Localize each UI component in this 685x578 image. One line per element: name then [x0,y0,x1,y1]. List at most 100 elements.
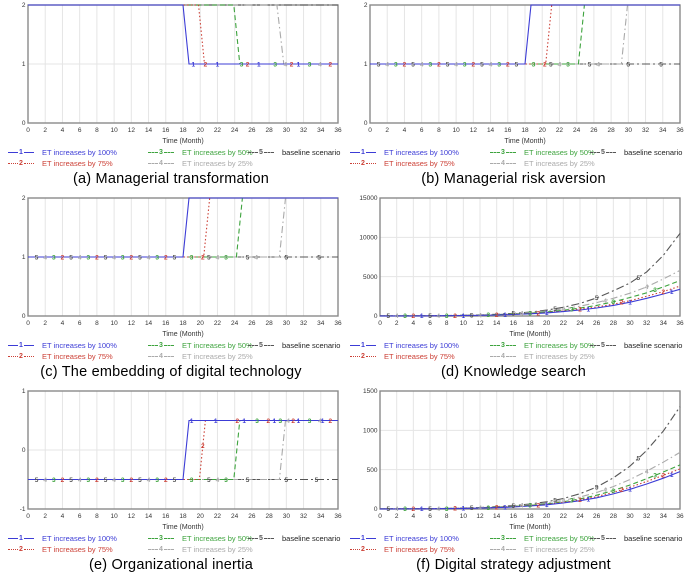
legend-item-2: 2 ET increases by 75% [8,544,117,555]
svg-text:3: 3 [428,61,432,68]
legend-label: baseline scenario [282,148,341,157]
legend-label: ET increases by 100% [384,534,459,543]
legend-label: ET increases by 100% [42,534,117,543]
svg-text:3: 3 [121,477,125,484]
svg-text:2: 2 [395,320,399,327]
legend-column: 5 baseline scenario [590,340,682,351]
legend-label: ET increases by 25% [524,352,595,361]
svg-text:1: 1 [587,306,591,313]
svg-text:1: 1 [22,254,26,261]
svg-text:4: 4 [78,477,82,484]
legend-label: ET increases by 100% [42,341,117,350]
svg-text:1: 1 [192,61,196,68]
legend-item-2: 2 ET increases by 75% [8,351,117,362]
svg-text:10: 10 [452,127,460,134]
svg-text:32: 32 [643,513,651,520]
svg-text:3: 3 [445,506,449,513]
legend-e: 1 ET increases by 100% 2 ET increases by 75… [0,532,342,556]
svg-text:4: 4 [61,513,65,520]
svg-text:24: 24 [231,320,239,327]
svg-text:1: 1 [670,472,674,479]
svg-text:6: 6 [428,513,432,520]
legend-swatch: 3 [148,535,174,542]
svg-text:5: 5 [515,61,519,68]
svg-text:5: 5 [35,477,39,484]
svg-text:5: 5 [69,477,73,484]
svg-text:0: 0 [26,127,30,134]
legend-item-1: 1 ET increases by 100% [350,340,459,351]
legend-swatch: 4 [148,160,174,167]
svg-text:-1: -1 [20,506,26,513]
x-axis-title: Time (Month) [509,524,550,531]
legend-label: ET increases by 25% [182,159,253,168]
svg-text:3: 3 [240,61,244,68]
svg-text:2: 2 [61,254,65,261]
svg-text:2: 2 [266,418,270,425]
svg-text:4: 4 [478,505,482,512]
legend-column: 1 ET increases by 100% 2 ET increases by 75… [8,340,117,362]
svg-text:36: 36 [676,513,684,520]
svg-text:10: 10 [460,320,468,327]
legend-c: 1 ET increases by 100% 2 ET increases by 75… [0,339,342,363]
svg-text:4: 4 [454,61,458,68]
svg-text:1: 1 [22,61,26,68]
plot-svg-e: 1 1 1 1 1 12 2 2 222 2 2 23 3 3 3 3 33 3 34 4 4 4 44 45 5 5 5 5 5 5 5 5… [20,388,342,531]
svg-text:4: 4 [395,506,399,513]
legend-label: ET increases by 25% [524,159,595,168]
legend-item-1: 1 ET increases by 100% [8,340,117,351]
svg-text:2: 2 [164,477,168,484]
svg-text:16: 16 [510,513,518,520]
markers-2: 2 2 2 2 2 [403,61,547,68]
markers-2: 2 2 2 2 2 2 2 [412,289,666,320]
legend-label: ET increases by 50% [524,341,595,350]
caption-c: (c) The embedding of digital technology [40,364,302,380]
legend-item-4: 4 ET increases by 25% [148,351,253,362]
legend-swatch: 3 [148,342,174,349]
svg-text:4: 4 [318,418,322,425]
svg-text:5: 5 [411,61,415,68]
chart-d: 1 1 1 1 1 1 1 2 2 2 2 2 2 2 3 3 3 3 3 3 3 4 4 4 4 4 4 4 5 5 5 5 5 5 5 0 5000… [342,193,685,386]
markers-5: 5 5 5 5 5 5 5 5 5 [377,61,663,68]
svg-text:3: 3 [86,477,90,484]
legend-label: ET increases by 75% [384,545,455,554]
svg-text:12: 12 [476,320,484,327]
plot-area-d: 1 1 1 1 1 1 1 2 2 2 2 2 2 2 3 3 3 3 3 3 3 4 4 4 4 4 4 4 5 5 5 5 5 5 5 0 5000… [342,193,684,339]
svg-text:28: 28 [607,127,615,134]
svg-text:12: 12 [470,127,478,134]
legend-swatch: 5 [590,342,616,349]
svg-text:5: 5 [138,477,142,484]
svg-text:1000: 1000 [363,428,378,435]
svg-text:28: 28 [265,320,273,327]
svg-text:4: 4 [61,127,65,134]
svg-text:0: 0 [374,506,378,513]
svg-text:1: 1 [545,310,549,317]
legend-swatch: 5 [248,342,274,349]
svg-text:5: 5 [428,313,432,320]
svg-text:1: 1 [462,313,466,320]
legend-label: ET increases by 100% [384,148,459,157]
chart-a: 1 1 1 1 2 2 2 2 3 3 3 4 4 0 1 2 0 2 4 6 8 10 12 14 16 18 20 22 24 26 2… [0,0,342,193]
svg-text:4: 4 [562,306,566,313]
svg-text:24: 24 [576,513,584,520]
legend-item-1: 1 ET increases by 100% [350,533,459,544]
legend-label: ET increases by 75% [384,352,455,361]
svg-text:34: 34 [659,127,667,134]
svg-text:1: 1 [670,289,674,296]
svg-text:3: 3 [52,254,56,261]
svg-text:2: 2 [22,195,26,202]
svg-text:10000: 10000 [359,235,377,242]
svg-text:5: 5 [637,275,641,282]
svg-text:2: 2 [620,300,624,307]
svg-text:4: 4 [286,418,290,425]
svg-text:36: 36 [334,320,342,327]
svg-text:32: 32 [300,513,308,520]
svg-text:2: 2 [403,61,407,68]
svg-text:1: 1 [321,418,325,425]
legend-item-5: 5 baseline scenario [590,533,682,544]
y-axis-labels: 0 1 2 [364,2,368,127]
legend-item-5: 5 baseline scenario [590,147,682,158]
plot-area-c: 2 2 2 2 2 3 3 3 3 3 3 4 4 4 4 4 4 5 5 5 5 5 5 5 5 5 0 1 2 0 2 4 6 8 10 12 14… [0,193,342,339]
svg-text:0: 0 [368,127,372,134]
legend-item-2: 2 ET increases by 75% [8,158,117,169]
